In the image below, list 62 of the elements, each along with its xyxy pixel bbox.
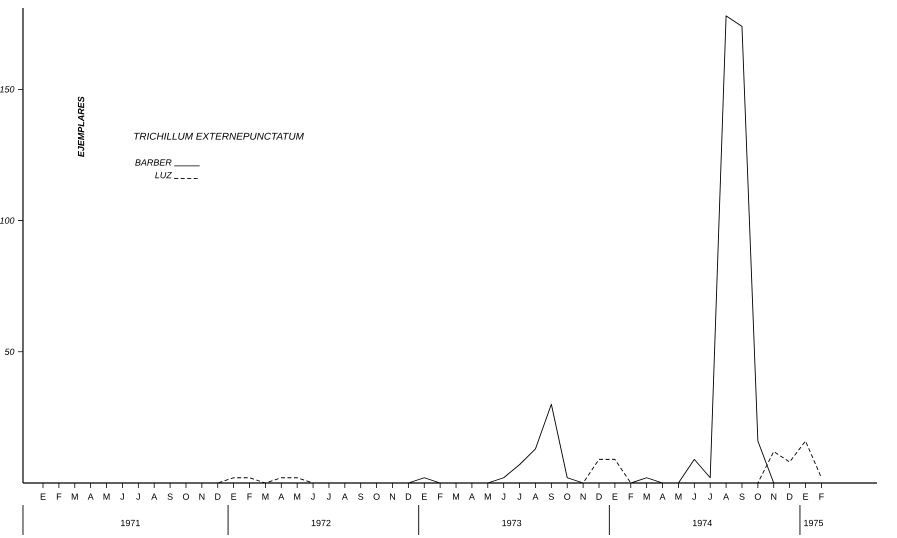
y-tick-label: 150 xyxy=(0,86,14,93)
y-tick-label: 50 xyxy=(4,348,14,355)
x-tick-label: M xyxy=(644,494,650,500)
x-tick-label: E xyxy=(422,494,427,500)
x-tick-label: S xyxy=(739,494,745,500)
x-tick-label: N xyxy=(390,494,395,500)
text: TRICHILLUM EXTERNEPUNCTATUM xyxy=(134,132,304,140)
x-tick-label: O xyxy=(754,494,761,500)
x-tick-label: M xyxy=(104,494,110,500)
x-tick-label: D xyxy=(596,494,602,500)
x-tick-label: O xyxy=(182,494,190,500)
x-tick-label: N xyxy=(580,494,586,500)
x-tick-label: J xyxy=(136,494,140,500)
y-tick-label: 100 xyxy=(0,217,14,224)
x-tick-label: M xyxy=(294,494,300,500)
x-tick-label: N xyxy=(199,494,204,500)
text: 1974 xyxy=(692,520,712,526)
x-tick-label: J xyxy=(708,494,712,500)
x-tick-label: N xyxy=(771,494,776,500)
x-tick-label: J xyxy=(517,494,522,500)
x-tick-label: A xyxy=(723,494,730,500)
x-tick-label: A xyxy=(342,494,348,500)
x-tick-label: F xyxy=(248,494,252,500)
x-tick-label: D xyxy=(787,494,792,500)
x-tick-label: J xyxy=(326,494,331,500)
x-tick-label: M xyxy=(453,494,460,500)
x-tick-label: O xyxy=(564,494,570,500)
x-tick-label: E xyxy=(803,494,808,500)
x-tick-label: A xyxy=(660,494,666,500)
x-tick-label: M xyxy=(675,494,682,500)
y-axis-title: EJEMPLARES xyxy=(78,96,84,157)
x-tick-label: D xyxy=(406,494,412,500)
x-tick-label: J xyxy=(120,494,124,500)
text: 1972 xyxy=(312,520,331,526)
x-tick-label: A xyxy=(278,494,284,500)
x-tick-label: E xyxy=(40,494,46,500)
x-tick-label: D xyxy=(215,494,221,500)
x-tick-label: A xyxy=(468,494,475,500)
x-tick-label: J xyxy=(502,494,506,500)
x-tick-label: J xyxy=(310,494,315,500)
x-tick-label: M xyxy=(484,494,491,500)
x-tick-label: F xyxy=(628,494,634,500)
text: 1971 xyxy=(121,520,140,526)
legend-label: LUZ xyxy=(155,172,172,178)
x-tick-label: O xyxy=(374,494,380,500)
x-tick-label: A xyxy=(88,494,94,500)
text: 1973 xyxy=(502,520,522,526)
x-tick-label: S xyxy=(358,494,364,500)
x-tick-label: E xyxy=(231,494,236,500)
x-tick-label: A xyxy=(532,494,538,500)
x-tick-label: A xyxy=(151,494,158,500)
x-tick-label: E xyxy=(612,494,618,500)
text: 1975 xyxy=(804,520,824,526)
x-tick-label: J xyxy=(692,494,696,500)
x-tick-label: F xyxy=(438,494,443,500)
x-tick-label: S xyxy=(168,494,173,500)
legend-label: BARBER xyxy=(135,159,172,166)
x-tick-label: F xyxy=(56,494,62,500)
x-tick-label: M xyxy=(262,494,268,500)
x-tick-label: S xyxy=(548,494,554,500)
x-tick-label: M xyxy=(72,494,78,500)
x-tick-label: F xyxy=(819,494,824,500)
